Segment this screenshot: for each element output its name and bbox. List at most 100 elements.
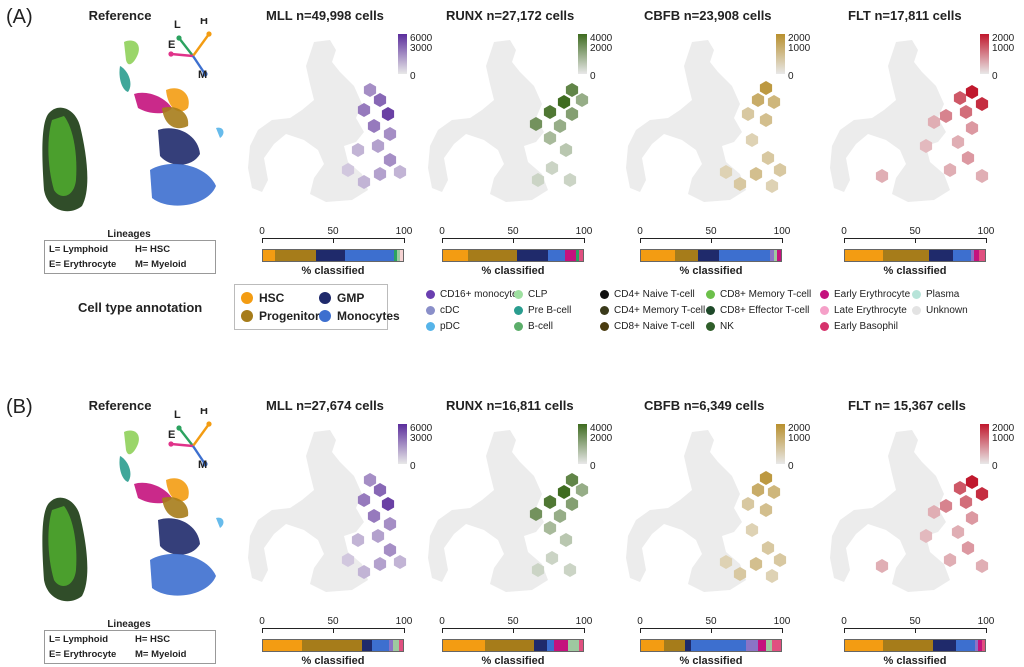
- axis-tick-label: 50: [507, 226, 519, 237]
- lineage-box: L= Lymphoid H= HSC E= Erythrocyte M= Myeloi…: [44, 630, 216, 664]
- reference-cluster: [158, 128, 200, 165]
- reference-umap: [42, 40, 224, 212]
- legend-label: pDC: [440, 321, 461, 332]
- hexbin: [953, 91, 967, 105]
- color-scale-bar: [776, 34, 785, 74]
- classified-segment: [745, 640, 758, 651]
- arrow-label: E: [168, 39, 175, 51]
- classified-segment: [393, 640, 399, 651]
- axis-tick-mark: [844, 238, 845, 243]
- hexbin: [927, 505, 941, 519]
- hexbin: [341, 163, 355, 177]
- color-scale-tick: 0: [788, 71, 794, 82]
- reference-cluster: [119, 66, 131, 92]
- lineage-arrows: L H E M: [168, 408, 212, 471]
- hexbin: [939, 109, 953, 123]
- classified-segment: [575, 250, 579, 261]
- legend-label: CD4+ Naive T-cell: [614, 289, 695, 300]
- umap-silhouette: [830, 40, 950, 202]
- stack-axis-label: % classified: [301, 265, 365, 277]
- hexbin: [565, 83, 579, 97]
- classified-segment: [975, 640, 978, 651]
- classified-segment: [845, 640, 883, 651]
- axis-tick-label: 50: [507, 616, 519, 627]
- reference-cluster: [150, 163, 216, 206]
- legend-label: cDC: [440, 305, 460, 316]
- axis-tick-label: 0: [637, 226, 643, 237]
- legend-label: NK: [720, 321, 734, 332]
- legend-label: HSC: [259, 291, 285, 305]
- hexbin: [919, 139, 933, 153]
- legend-label: CD4+ Memory T-cell: [614, 305, 706, 316]
- axis-tick-label: 100: [575, 616, 593, 627]
- reference-title: Reference: [88, 8, 152, 23]
- legend-item: NK: [706, 321, 734, 332]
- reference-cluster: [48, 506, 77, 586]
- hexbin: [927, 115, 941, 129]
- hexbin: [381, 497, 395, 511]
- hexbin: [749, 557, 763, 571]
- hexbin: [761, 541, 775, 555]
- axis-tick-mark: [915, 628, 916, 633]
- color-scale-tick: 1000: [788, 43, 811, 54]
- hexbin: [341, 553, 355, 567]
- hexbin: [965, 85, 979, 99]
- classified-stacked-bar: [442, 249, 584, 262]
- lineage-arrow: [192, 445, 206, 465]
- hexbin: [373, 93, 387, 107]
- stack-axis-label: % classified: [679, 265, 743, 277]
- hexbin: [759, 471, 773, 485]
- percent-axis: 0 50 100: [637, 616, 790, 640]
- legend-main-item: Progenitor: [241, 309, 320, 323]
- classified-segment: [970, 250, 974, 261]
- legend-swatch: [600, 306, 609, 315]
- axis-tick-mark: [986, 628, 987, 633]
- legend-swatch: [319, 292, 331, 304]
- legend-label: Early Basophil: [834, 321, 898, 332]
- hexbin: [545, 551, 559, 565]
- classified-segment: [275, 250, 317, 261]
- legend-item: CD16+ monocytes: [426, 289, 523, 300]
- legend-swatch: [426, 290, 435, 299]
- hexbin: [563, 563, 577, 577]
- hexbin: [767, 485, 781, 499]
- legend-main-item: HSC: [241, 291, 284, 305]
- legend-swatch: [706, 290, 715, 299]
- lineage-entry: E= Erythrocyte: [49, 649, 117, 660]
- classified-segment: [674, 250, 699, 261]
- hexbin: [959, 495, 973, 509]
- axis-tick-label: 50: [705, 226, 717, 237]
- axis-tick-mark: [640, 238, 641, 243]
- legend-item: B-cell: [514, 321, 553, 332]
- classified-segment: [302, 640, 363, 651]
- legend-item: Early Basophil: [820, 321, 898, 332]
- legend-main-item: GMP: [319, 291, 364, 305]
- classified-stacked-bar: [844, 639, 986, 652]
- axis-tick-mark: [584, 628, 585, 633]
- color-scale-bar: [578, 34, 587, 74]
- classified-segment: [263, 250, 276, 261]
- axis-tick-mark: [513, 238, 514, 243]
- color-scale-tick: 4000: [590, 423, 613, 434]
- reference-cluster: [166, 478, 189, 502]
- hexbin: [951, 135, 965, 149]
- hexbin: [363, 83, 377, 97]
- legend-item: CD4+ Memory T-cell: [600, 305, 705, 316]
- axis-tick-label: 50: [909, 616, 921, 627]
- reference-title: Reference: [88, 398, 152, 413]
- arrow-head: [206, 421, 212, 427]
- arrow-head: [176, 35, 182, 41]
- lineage-box: L= Lymphoid H= HSC E= Erythrocyte M= Myeloi…: [44, 240, 216, 274]
- axis-tick-label: 0: [841, 616, 847, 627]
- axis-tick-label: 100: [977, 226, 995, 237]
- color-scale-tick: 6000: [410, 33, 433, 44]
- classified-segment: [766, 640, 773, 651]
- lineage-arrow: [170, 442, 194, 448]
- classified-segment: [979, 250, 985, 261]
- axis-tick-mark: [442, 238, 443, 243]
- lineage-entry: L= Lymphoid: [49, 244, 109, 255]
- axis-tick-label: 50: [327, 226, 339, 237]
- hexbin: [733, 567, 747, 581]
- classified-segment: [399, 250, 403, 261]
- hexbin: [761, 151, 775, 165]
